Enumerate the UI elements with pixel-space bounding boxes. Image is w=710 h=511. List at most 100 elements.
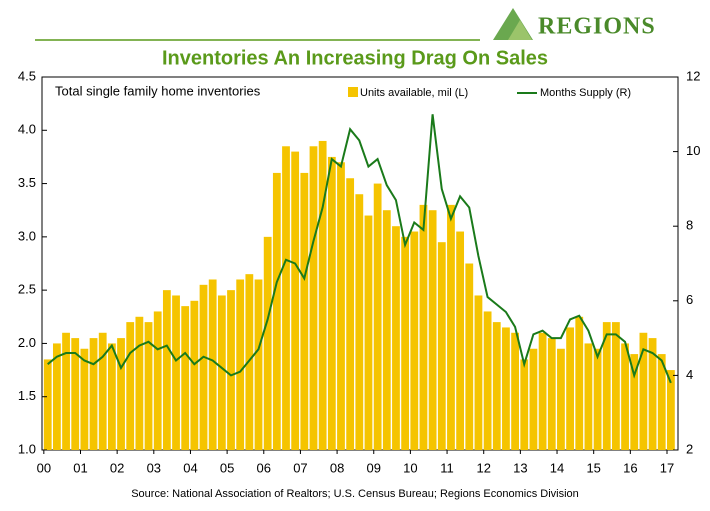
bar bbox=[547, 338, 556, 450]
bar bbox=[43, 359, 52, 450]
x-tick-label: 07 bbox=[293, 460, 307, 475]
y2-tick-label: 2 bbox=[686, 441, 693, 456]
bar bbox=[630, 354, 639, 450]
bar bbox=[529, 348, 538, 450]
bar bbox=[162, 290, 171, 450]
bar bbox=[52, 343, 61, 450]
bar bbox=[337, 162, 345, 450]
bar bbox=[575, 316, 584, 450]
bar bbox=[227, 290, 235, 450]
bar bbox=[71, 338, 80, 450]
bar bbox=[144, 322, 153, 450]
y-tick-label: 3.0 bbox=[18, 228, 36, 243]
bar bbox=[566, 327, 574, 450]
bar bbox=[465, 263, 474, 450]
bar bbox=[291, 151, 300, 450]
bar bbox=[272, 172, 281, 450]
y-tick-label: 2.5 bbox=[18, 282, 36, 297]
x-tick-label: 12 bbox=[476, 460, 490, 475]
y2-tick-label: 12 bbox=[686, 68, 700, 83]
bar bbox=[447, 204, 455, 450]
bar bbox=[511, 332, 519, 450]
x-tick-label: 17 bbox=[660, 460, 674, 475]
y-tick-label: 3.5 bbox=[18, 175, 36, 190]
bar bbox=[657, 354, 666, 450]
bar bbox=[309, 146, 318, 450]
bar bbox=[492, 322, 501, 450]
y2-tick-label: 8 bbox=[686, 218, 693, 233]
bar bbox=[153, 311, 162, 450]
bar bbox=[602, 322, 611, 450]
bar bbox=[217, 295, 226, 450]
bar bbox=[98, 332, 107, 450]
bar bbox=[401, 236, 410, 450]
bar bbox=[318, 140, 327, 450]
bar bbox=[135, 316, 144, 450]
bar bbox=[456, 231, 465, 450]
bar bbox=[437, 242, 446, 450]
bar bbox=[474, 295, 483, 450]
bar bbox=[236, 279, 245, 450]
y2-tick-label: 10 bbox=[686, 143, 700, 158]
bar bbox=[181, 306, 190, 450]
x-tick-label: 09 bbox=[367, 460, 381, 475]
bar bbox=[373, 183, 382, 451]
brand-logo-inner bbox=[508, 20, 532, 40]
x-tick-label: 05 bbox=[220, 460, 234, 475]
bar bbox=[80, 348, 89, 450]
x-tick-label: 03 bbox=[147, 460, 161, 475]
annotation: Total single family home inventories bbox=[55, 83, 261, 98]
bar bbox=[419, 204, 428, 450]
x-tick-label: 10 bbox=[403, 460, 417, 475]
bar bbox=[245, 274, 254, 450]
bar bbox=[621, 343, 629, 450]
y-tick-label: 4.5 bbox=[18, 68, 36, 83]
bar bbox=[382, 210, 391, 450]
bar bbox=[62, 332, 70, 450]
x-tick-label: 15 bbox=[586, 460, 600, 475]
bar bbox=[254, 279, 263, 450]
bar bbox=[107, 343, 116, 450]
x-tick-label: 02 bbox=[110, 460, 124, 475]
legend-swatch bbox=[348, 87, 358, 97]
bar bbox=[612, 322, 620, 450]
bar bbox=[557, 348, 565, 450]
x-tick-label: 06 bbox=[257, 460, 271, 475]
x-tick-label: 04 bbox=[183, 460, 197, 475]
bar bbox=[172, 295, 180, 450]
x-tick-label: 16 bbox=[623, 460, 637, 475]
brand-name: REGIONS bbox=[538, 14, 656, 40]
bar bbox=[483, 311, 492, 450]
bar bbox=[520, 359, 529, 450]
bar bbox=[89, 338, 98, 450]
source-note: Source: National Association of Realtors… bbox=[131, 488, 579, 500]
legend-label: Units available, mil (L) bbox=[360, 87, 468, 99]
bar bbox=[327, 156, 336, 450]
bar bbox=[190, 300, 199, 450]
x-tick-label: 00 bbox=[37, 460, 51, 475]
bar bbox=[300, 172, 309, 450]
line bbox=[47, 114, 672, 384]
bar bbox=[639, 332, 648, 450]
x-tick-label: 08 bbox=[330, 460, 344, 475]
bar bbox=[355, 194, 364, 450]
bar bbox=[410, 231, 419, 450]
bar bbox=[392, 226, 400, 450]
bar bbox=[364, 215, 373, 450]
bar bbox=[538, 332, 547, 450]
bar bbox=[584, 343, 593, 450]
y2-tick-label: 4 bbox=[686, 367, 693, 382]
bar bbox=[502, 327, 510, 450]
plot bbox=[43, 114, 675, 451]
bar bbox=[117, 338, 125, 450]
bar bbox=[126, 322, 135, 450]
y-tick-label: 2.0 bbox=[18, 335, 36, 350]
chart-title: Inventories An Increasing Drag On Sales bbox=[162, 47, 548, 69]
x-tick-label: 13 bbox=[513, 460, 527, 475]
y-tick-label: 4.0 bbox=[18, 122, 36, 137]
bar bbox=[346, 178, 355, 450]
bar bbox=[263, 236, 272, 450]
bar bbox=[593, 348, 602, 450]
x-tick-label: 01 bbox=[73, 460, 87, 475]
